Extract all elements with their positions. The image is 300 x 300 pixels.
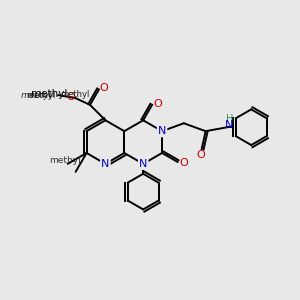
Text: H: H bbox=[226, 114, 233, 124]
Text: N: N bbox=[158, 126, 166, 136]
Text: N: N bbox=[225, 120, 234, 130]
Text: O: O bbox=[100, 83, 108, 93]
Text: N: N bbox=[139, 159, 147, 169]
Text: O: O bbox=[179, 158, 188, 168]
Text: methyl: methyl bbox=[49, 156, 81, 165]
Text: O: O bbox=[66, 92, 75, 102]
Text: methyl: methyl bbox=[60, 90, 89, 99]
Text: methyl: methyl bbox=[31, 89, 67, 99]
Text: N: N bbox=[101, 159, 110, 169]
Text: O: O bbox=[196, 150, 205, 160]
Text: methyl: methyl bbox=[21, 91, 52, 100]
Text: O: O bbox=[154, 99, 162, 109]
Text: methyl: methyl bbox=[27, 91, 56, 100]
